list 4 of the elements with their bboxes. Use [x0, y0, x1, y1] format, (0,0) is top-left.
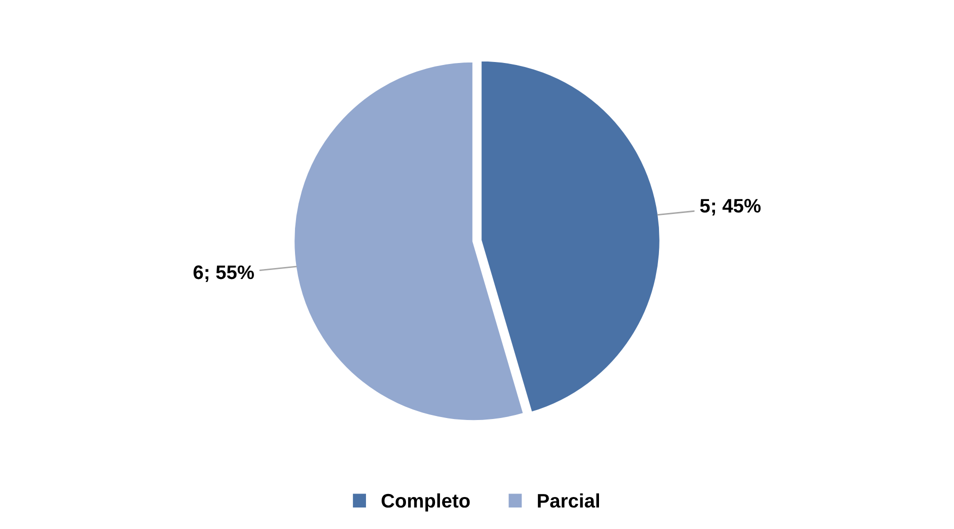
data-label: 5; 45% [700, 198, 761, 216]
legend-label: Completo [382, 493, 470, 512]
legend-label: Parcial [538, 493, 600, 508]
data-label: 6; 55% [194, 265, 254, 282]
